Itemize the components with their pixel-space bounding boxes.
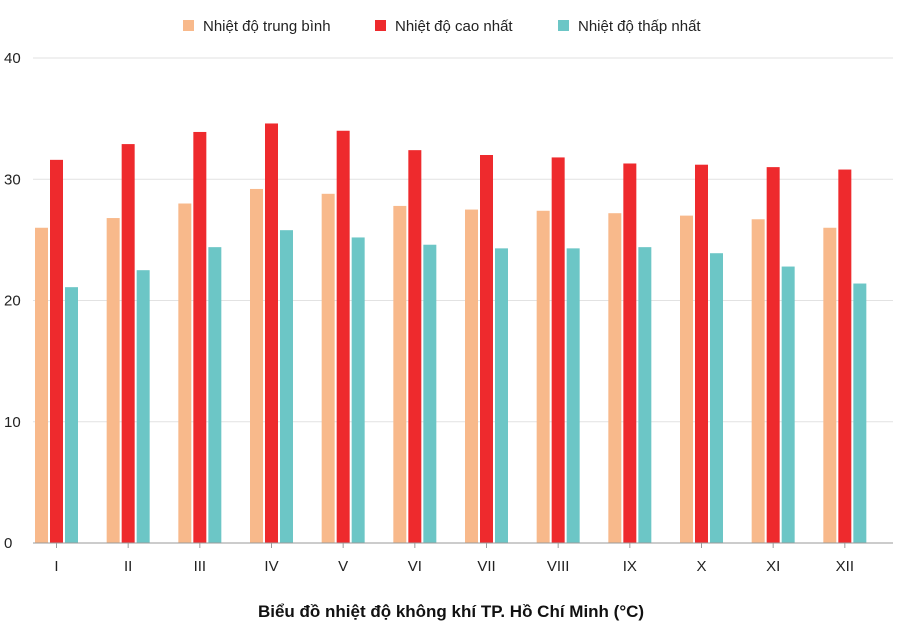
bar-average-VI <box>393 206 406 543</box>
y-tick-label: 0 <box>4 535 12 552</box>
x-tick-label: III <box>194 558 207 575</box>
y-tick-label: 20 <box>4 293 21 310</box>
bar-max-I <box>50 160 63 543</box>
x-tick-label: XII <box>836 558 854 575</box>
chart-bars <box>35 123 866 543</box>
x-tick-label: VII <box>477 558 495 575</box>
bar-min-VIII <box>567 248 580 543</box>
bar-max-VI <box>408 150 421 543</box>
x-tick-label: IV <box>264 558 278 575</box>
bar-min-XI <box>782 267 795 543</box>
y-tick-label: 10 <box>4 414 21 431</box>
bar-average-V <box>322 194 335 543</box>
bar-max-IV <box>265 123 278 543</box>
bar-average-XI <box>752 219 765 543</box>
bar-average-IX <box>608 213 621 543</box>
legend-swatch <box>375 20 386 31</box>
bar-max-II <box>122 144 135 543</box>
bar-max-VII <box>480 155 493 543</box>
bar-average-X <box>680 216 693 543</box>
chart-title: Biểu đồ nhiệt độ không khí TP. Hồ Chí Mi… <box>258 602 644 621</box>
bar-average-III <box>178 204 191 544</box>
bar-min-VI <box>423 245 436 543</box>
bar-max-VIII <box>552 157 565 543</box>
y-tick-label: 30 <box>4 171 21 188</box>
bar-max-XII <box>838 170 851 543</box>
x-tick-label: IX <box>623 558 637 575</box>
bar-max-III <box>193 132 206 543</box>
bar-average-II <box>107 218 120 543</box>
legend-label: Nhiệt độ cao nhất <box>395 18 513 35</box>
bar-min-V <box>352 237 365 543</box>
bar-average-XII <box>823 228 836 543</box>
bar-average-VII <box>465 210 478 543</box>
x-tick-label: V <box>338 558 348 575</box>
x-tick-label: X <box>696 558 706 575</box>
bar-min-IV <box>280 230 293 543</box>
bar-average-I <box>35 228 48 543</box>
bar-min-I <box>65 287 78 543</box>
y-tick-label: 40 <box>4 50 21 67</box>
x-tick-label: I <box>54 558 58 575</box>
x-tick-label: VIII <box>547 558 570 575</box>
y-axis: 0 10 20 30 40 <box>4 50 21 552</box>
x-axis: I II III IV V VI VII VIII IX X XI XII <box>33 543 893 575</box>
bar-max-X <box>695 165 708 543</box>
bar-max-V <box>337 131 350 543</box>
legend-label: Nhiệt độ thấp nhất <box>578 18 701 35</box>
bar-min-II <box>137 270 150 543</box>
x-tick-label: II <box>124 558 132 575</box>
legend-swatch <box>558 20 569 31</box>
bar-average-IV <box>250 189 263 543</box>
legend-swatch <box>183 20 194 31</box>
x-tick-label: XI <box>766 558 780 575</box>
bar-min-III <box>208 247 221 543</box>
legend-label: Nhiệt độ trung bình <box>203 18 331 35</box>
bar-min-XII <box>853 284 866 543</box>
bar-average-VIII <box>537 211 550 543</box>
bar-max-XI <box>767 167 780 543</box>
bar-min-IX <box>638 247 651 543</box>
bar-min-X <box>710 253 723 543</box>
chart-legend: Nhiệt độ trung bình Nhiệt độ cao nhất Nhiệ… <box>183 18 701 35</box>
bar-max-IX <box>623 163 636 543</box>
bar-min-VII <box>495 248 508 543</box>
x-tick-label: VI <box>408 558 422 575</box>
